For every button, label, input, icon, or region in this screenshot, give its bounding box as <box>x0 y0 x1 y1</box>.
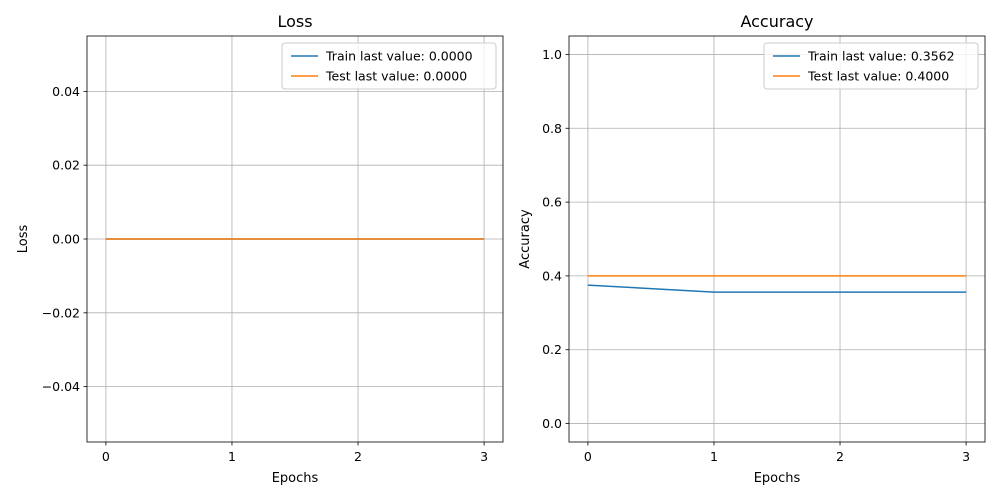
chart-title: Loss <box>277 12 312 31</box>
y-tick-label: −0.04 <box>42 379 80 394</box>
subplots: 0 1 2 3−0.04−0.020.000.020.04LossEpochsLoss… <box>16 12 986 486</box>
axes-frame <box>568 35 986 443</box>
y-tick-label: 0.02 <box>52 158 80 173</box>
y-tick-label: 0.04 <box>52 84 80 99</box>
x-tick-label: 1 <box>228 449 236 464</box>
x-tick-label: 2 <box>354 449 362 464</box>
y-tick-label: −0.02 <box>42 305 80 320</box>
chart-title: Accuracy <box>740 12 813 31</box>
y-tick-label: 0.4 <box>542 268 562 283</box>
subplot-loss: 0 1 2 3 −0.04 −0.02 0.00 0.02 0.04 Loss Epochs Loss… <box>16 12 504 486</box>
y-tick-label: 0.2 <box>542 342 562 357</box>
x-tick-label: 2 <box>836 449 844 464</box>
x-tick-label: 1 <box>710 449 718 464</box>
x-tick-label: 0 <box>584 449 592 464</box>
legend-label: Test last value: 0.4000 <box>807 69 949 84</box>
y-axis-label: Accuracy <box>518 209 533 269</box>
y-tick-label: 0.6 <box>542 195 562 210</box>
y-tick-label: 0.00 <box>52 232 80 247</box>
x-axis-label: Epochs <box>272 471 319 486</box>
legend-label: Train last value: 0.0000 <box>325 49 473 64</box>
x-axis-label: Epochs <box>754 471 801 486</box>
legend: Train last value: 0.0000 Test last value:… <box>281 42 497 90</box>
legend-label: Train last value: 0.3562 <box>807 49 955 64</box>
y-tick-label: 1.0 <box>542 47 562 62</box>
x-tick-label: 0 <box>102 449 110 464</box>
y-tick-label: 0.8 <box>542 121 562 136</box>
legend-box <box>763 42 979 90</box>
subplot-accuracy: 0 1 2 3 0.0 0.2 0.4 0.6 0.8 1.0 Accuracy Epochs Accu… <box>518 12 986 486</box>
series-line-train <box>587 284 967 293</box>
y-tick-label: 0.0 <box>542 416 562 431</box>
legend-label: Test last value: 0.0000 <box>325 69 467 84</box>
x-tick-label: 3 <box>480 449 488 464</box>
legend: Train last value: 0.3562 Test last value:… <box>763 42 979 90</box>
x-tick-label: 3 <box>962 449 970 464</box>
legend-box <box>281 42 497 90</box>
y-axis-label: Loss <box>16 225 31 254</box>
